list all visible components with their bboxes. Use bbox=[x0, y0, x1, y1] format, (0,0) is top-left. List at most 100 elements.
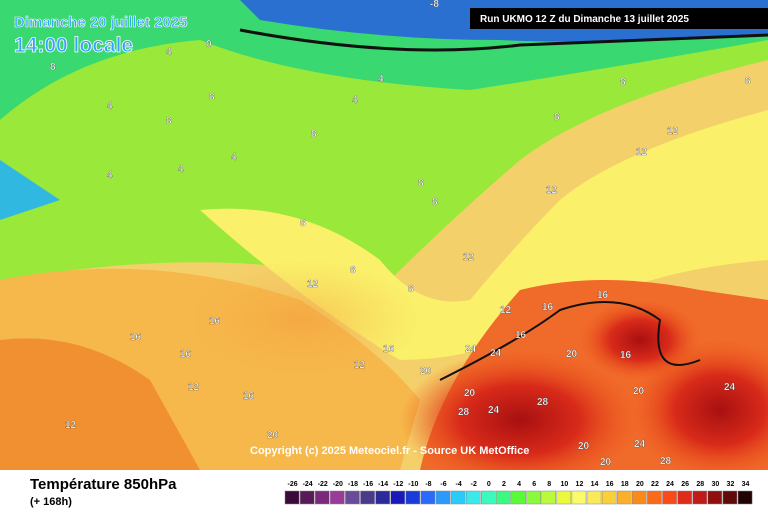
contour-label: 4 bbox=[352, 95, 358, 106]
legend-swatch bbox=[496, 490, 511, 505]
contour-label: 24 bbox=[724, 382, 736, 393]
contour-label: 20 bbox=[464, 388, 476, 399]
legend-swatch bbox=[405, 490, 421, 505]
contour-label: 16 bbox=[597, 290, 609, 301]
contour-label: 8 bbox=[209, 92, 215, 103]
contour-label: 8 bbox=[620, 77, 626, 88]
contour-label: 20 bbox=[600, 457, 612, 468]
contour-label: 4 bbox=[166, 47, 172, 58]
legend-swatch bbox=[511, 490, 526, 505]
contour-label: 4 bbox=[378, 74, 384, 85]
legend-swatch bbox=[314, 490, 330, 505]
legend-swatch bbox=[481, 490, 496, 505]
legend-tick-label: -16 bbox=[363, 481, 373, 488]
contour-label: 12 bbox=[546, 185, 558, 196]
contour-label: 20 bbox=[566, 349, 578, 360]
contour-label: 12 bbox=[463, 252, 475, 263]
contour-label: 16 bbox=[515, 330, 527, 341]
legend-swatch bbox=[677, 490, 692, 505]
contour-label: 16 bbox=[209, 316, 221, 327]
contour-label: 12 bbox=[667, 126, 679, 137]
contour-label: 8 bbox=[408, 284, 414, 295]
contour-label: 28 bbox=[458, 407, 470, 418]
legend-swatch bbox=[435, 490, 451, 505]
legend-tick-label: 8 bbox=[547, 481, 551, 488]
contour-label: 4 bbox=[178, 164, 184, 175]
contour-label: 24 bbox=[465, 344, 477, 355]
copyright: Copyright (c) 2025 Meteociel.fr - Source… bbox=[250, 445, 529, 457]
contour-label: 8 bbox=[418, 178, 424, 189]
legend-swatch bbox=[737, 490, 753, 505]
legend-swatch bbox=[420, 490, 436, 505]
contour-label: 12 bbox=[65, 420, 77, 431]
contour-label: 8 bbox=[300, 218, 306, 229]
legend-tick-label: -12 bbox=[393, 481, 403, 488]
contour-label: 20 bbox=[633, 386, 645, 397]
legend-swatch bbox=[632, 490, 647, 505]
contour-label: 28 bbox=[660, 456, 672, 467]
legend-tick-label: 30 bbox=[711, 481, 719, 488]
contour-label: 8 bbox=[745, 76, 751, 87]
legend-swatch bbox=[601, 490, 617, 505]
legend-swatch bbox=[390, 490, 406, 505]
legend-tick-label: -10 bbox=[408, 481, 418, 488]
legend-swatch bbox=[360, 490, 375, 505]
run-info: Run UKMO 12 Z du Dimanche 13 juillet 202… bbox=[480, 14, 689, 25]
contour-label: 24 bbox=[634, 439, 646, 450]
legend-tick-label: -2 bbox=[471, 481, 477, 488]
contour-label: 8 bbox=[350, 265, 356, 276]
contour-label: 16 bbox=[620, 350, 632, 361]
time: 14:00 locale bbox=[14, 34, 133, 57]
contour-label: 24 bbox=[488, 405, 500, 416]
contour-label: -8 bbox=[430, 0, 439, 10]
legend-tick-label: 20 bbox=[636, 481, 644, 488]
footer-title: Température 850hPa bbox=[30, 476, 177, 493]
legend-tick-label: 2 bbox=[502, 481, 506, 488]
legend-swatch bbox=[541, 490, 557, 505]
legend-swatch bbox=[330, 490, 345, 505]
legend-swatch bbox=[662, 490, 677, 505]
legend-tick-label: 18 bbox=[621, 481, 629, 488]
legend-tick-label: -14 bbox=[378, 481, 388, 488]
legend-tick-label: 14 bbox=[591, 481, 599, 488]
legend-tick-label: 28 bbox=[696, 481, 704, 488]
contour-label: 16 bbox=[542, 302, 554, 313]
contour-label: 24 bbox=[490, 348, 502, 359]
contour-label: 16 bbox=[180, 349, 192, 360]
legend-tick-label: 32 bbox=[727, 481, 735, 488]
contour-label: 4 bbox=[107, 170, 113, 181]
contour-label: 12 bbox=[354, 360, 366, 371]
footer-lead: (+ 168h) bbox=[30, 496, 72, 508]
contour-label: 0 bbox=[206, 39, 212, 50]
legend-tick-label: -4 bbox=[456, 481, 462, 488]
legend-swatch bbox=[284, 490, 300, 505]
contour-label: 16 bbox=[130, 332, 142, 343]
contour-label: 4 bbox=[231, 152, 237, 163]
map-background bbox=[0, 0, 768, 490]
legend-swatch bbox=[465, 490, 481, 505]
contour-label: 12 bbox=[500, 305, 512, 316]
legend-swatch bbox=[692, 490, 708, 505]
legend-swatch bbox=[345, 490, 360, 505]
contour-label: 8 bbox=[432, 197, 438, 208]
legend-tick-label: 0 bbox=[487, 481, 491, 488]
legend-swatch bbox=[450, 490, 466, 505]
legend-swatch bbox=[375, 490, 390, 505]
contour-label: 12 bbox=[188, 382, 200, 393]
legend-tick-label: 12 bbox=[576, 481, 584, 488]
legend-tick-label: -24 bbox=[303, 481, 313, 488]
contour-label: 8 bbox=[311, 129, 317, 140]
contour-label: 20 bbox=[267, 430, 279, 441]
contour-label: 20 bbox=[578, 441, 590, 452]
legend-tick-label: 22 bbox=[651, 481, 659, 488]
legend-tick-label: -8 bbox=[425, 481, 431, 488]
color-legend: -26 -24 -22 -20 -18 -16 -14 -12 -10 -8 -6 -4 -2 0 2 4 6 8… bbox=[284, 481, 753, 505]
contour-label: 8 bbox=[166, 116, 172, 127]
contour-label: 12 bbox=[307, 279, 319, 290]
legend-tick-label: -22 bbox=[318, 481, 328, 488]
legend-swatch bbox=[722, 490, 738, 505]
contour-label: 4 bbox=[107, 101, 113, 112]
legend-tick-label: -20 bbox=[333, 481, 343, 488]
